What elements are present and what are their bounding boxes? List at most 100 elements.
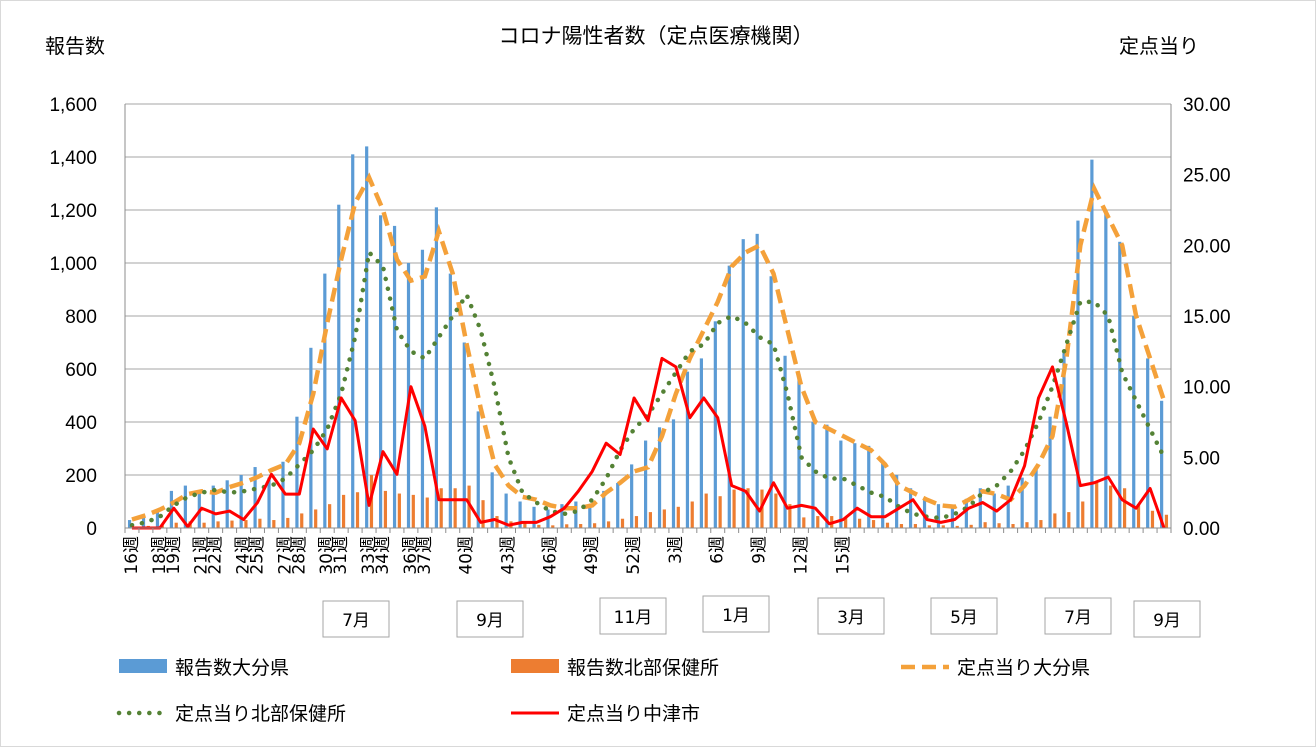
bar	[341, 494, 346, 528]
bar	[397, 493, 401, 528]
bar	[481, 500, 485, 528]
bar	[871, 520, 876, 528]
month-box	[456, 600, 524, 638]
bar	[662, 509, 666, 528]
left-tick-label: 800	[65, 307, 97, 328]
month-label: 11月	[614, 608, 653, 628]
bar	[593, 523, 597, 528]
bar	[950, 506, 955, 528]
bar	[899, 524, 904, 528]
month-label: 3月	[837, 608, 865, 628]
x-tick-label: 27週	[275, 536, 295, 575]
month-label: 7月	[1064, 608, 1092, 628]
bar	[634, 516, 639, 528]
x-tick-label: 19週	[164, 536, 184, 575]
bar	[867, 445, 871, 528]
left-tick-label: 1,600	[49, 95, 97, 116]
x-tick-label: 3週	[666, 536, 686, 564]
bar	[337, 204, 341, 528]
month-box	[930, 597, 998, 635]
gridlines	[125, 103, 1171, 529]
bar	[1067, 512, 1071, 528]
bar	[355, 492, 360, 528]
month-box	[1133, 600, 1201, 638]
month-label: 9月	[476, 611, 504, 631]
bar	[202, 522, 206, 528]
series-line	[129, 247, 1167, 528]
bar	[537, 524, 541, 528]
bar	[1025, 522, 1029, 528]
bar	[1136, 504, 1141, 528]
bar	[657, 427, 662, 528]
bar	[434, 207, 438, 528]
right-tick-label: 20.00	[1183, 236, 1231, 257]
bar	[844, 517, 848, 528]
bar	[606, 521, 611, 528]
bar	[927, 525, 931, 528]
bar	[997, 523, 1001, 528]
bar	[769, 276, 773, 528]
bar	[704, 493, 708, 528]
bar	[462, 342, 466, 528]
x-tick-label: 30週	[317, 536, 337, 575]
month-labels: 7月 9月 11月 1月 3月 5月 7月 9月	[322, 595, 1201, 638]
month-box	[817, 597, 885, 635]
bar	[741, 239, 745, 528]
bar	[727, 265, 731, 528]
bar	[453, 488, 457, 528]
month-box	[1044, 597, 1112, 635]
bar	[620, 518, 625, 528]
left-tick-label: 1,000	[49, 254, 97, 275]
x-tick-label: 25週	[247, 536, 267, 575]
bar	[964, 498, 968, 528]
bar	[1150, 510, 1155, 528]
bar	[239, 475, 243, 528]
series-line	[131, 172, 1167, 522]
bar	[532, 506, 536, 528]
bar	[420, 249, 425, 528]
bar	[788, 504, 792, 528]
bar	[1076, 220, 1080, 528]
month-box	[702, 595, 770, 633]
x-tick-label: 6週	[708, 536, 728, 564]
bar	[560, 504, 564, 528]
bar	[295, 416, 299, 528]
bar	[718, 496, 722, 528]
chart-title: コロナ陽性者数（定点医療機関）	[499, 24, 814, 48]
bar	[216, 521, 220, 528]
bar	[1006, 485, 1010, 528]
x-tick-label: 16週	[122, 536, 142, 575]
left-tick-label: 600	[65, 360, 97, 381]
bar	[328, 504, 332, 528]
bar	[272, 520, 276, 528]
bar	[816, 516, 820, 528]
bar	[1146, 358, 1150, 528]
x-tick-label: 21週	[192, 536, 212, 575]
axes	[124, 104, 1172, 533]
bar	[174, 522, 178, 528]
bar	[885, 522, 890, 528]
x-axis-ticks: 16週 19週 22週 25週 28週 31週 34週 37週 40週 43週 46週 49週 52週 3…	[122, 536, 853, 575]
right-tick-label: 0.00	[1183, 519, 1220, 540]
bar	[267, 477, 271, 528]
left-axis-title: 報告数	[45, 34, 105, 58]
bar	[141, 514, 146, 528]
bar	[746, 488, 750, 528]
bar	[230, 520, 234, 528]
right-tick-label: 10.00	[1183, 378, 1231, 399]
bar	[983, 522, 987, 528]
bar	[411, 494, 415, 528]
bar	[588, 505, 592, 528]
bar	[648, 512, 652, 528]
bar	[699, 358, 703, 528]
month-label: 7月	[342, 611, 370, 631]
bar	[365, 146, 369, 528]
bar	[955, 525, 959, 528]
bar	[286, 517, 290, 528]
bar	[314, 509, 318, 528]
bar	[602, 490, 606, 528]
bar	[1020, 477, 1024, 528]
legend-label: 定点当り大分県	[957, 657, 1090, 679]
